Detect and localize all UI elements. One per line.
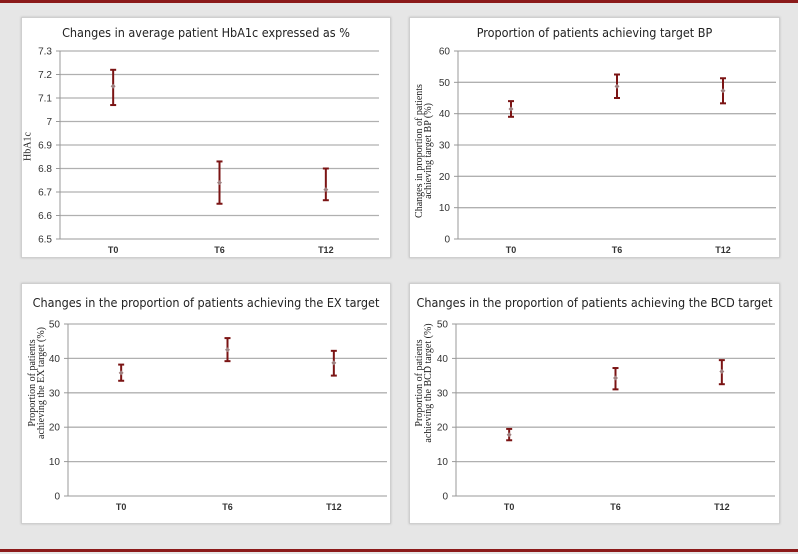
x-tick-label: T6 bbox=[214, 245, 225, 255]
data-point bbox=[508, 106, 514, 112]
y-tick-label: 50 bbox=[49, 320, 61, 331]
x-tick-label: T0 bbox=[506, 245, 517, 255]
y-tick-label: 40 bbox=[439, 109, 451, 120]
chart-title: Proportion of patients achieving target … bbox=[476, 25, 713, 40]
y-tick-label: 40 bbox=[49, 354, 61, 365]
data-point bbox=[225, 347, 230, 353]
y-tick-label: 30 bbox=[439, 141, 451, 152]
y-tick-label: 20 bbox=[437, 423, 449, 434]
x-tick-label: T0 bbox=[504, 502, 515, 512]
y-tick-label: 6.5 bbox=[38, 235, 52, 246]
y-tick-label: 10 bbox=[49, 457, 61, 468]
data-point bbox=[331, 360, 337, 366]
chart-title: Changes in average patient HbA1c express… bbox=[62, 25, 350, 40]
y-tick-label: 7.2 bbox=[38, 70, 52, 81]
data-point bbox=[217, 180, 222, 186]
y-tick-label: 0 bbox=[444, 235, 450, 246]
y-tick-label: 0 bbox=[442, 492, 448, 503]
data-point bbox=[614, 83, 620, 89]
x-tick-label: T0 bbox=[116, 502, 127, 512]
ex-chart-panel: Changes in the proportion of patients ac… bbox=[21, 283, 391, 524]
x-tick-label: T6 bbox=[610, 502, 621, 512]
y-tick-label: 0 bbox=[54, 492, 60, 503]
data-point bbox=[719, 368, 725, 374]
y-tick-label: 30 bbox=[437, 388, 449, 399]
x-tick-label: T6 bbox=[222, 502, 233, 512]
top-rule bbox=[0, 0, 798, 3]
x-tick-label: T12 bbox=[714, 502, 730, 512]
chart-plot: 0 10 20 30 40 50 60 T0 T6 T12 bbox=[439, 47, 776, 255]
y-tick-label: 6.6 bbox=[38, 211, 52, 222]
y-tick-label: 20 bbox=[439, 172, 451, 183]
y-tick-label: 6.9 bbox=[38, 141, 52, 152]
chart-plot: 6.5 6.6 6.7 6.8 6.9 7 7.1 7.2 7.3 T0 T6 T12 bbox=[38, 47, 379, 255]
y-tick-label: 6.8 bbox=[38, 164, 52, 175]
y-tick-label: 20 bbox=[49, 423, 61, 434]
x-tick-label: T12 bbox=[326, 502, 342, 512]
data-point bbox=[118, 370, 124, 376]
data-point bbox=[613, 375, 618, 381]
data-point bbox=[110, 83, 116, 89]
data-point bbox=[323, 187, 329, 193]
y-tick-label: 7.3 bbox=[38, 47, 52, 58]
hba1c-chart-panel: Changes in average patient HbA1c express… bbox=[21, 17, 391, 258]
x-tick-label: T12 bbox=[715, 245, 731, 255]
chart-plot: 0 10 20 30 40 50 T0 T6 T12 bbox=[437, 320, 775, 512]
chart-title: Changes in the proportion of patients ac… bbox=[32, 295, 380, 310]
chart-plot: 0 10 20 30 40 50 T0 T6 T12 bbox=[49, 320, 387, 512]
data-point bbox=[720, 88, 726, 94]
y-tick-label: 6.7 bbox=[38, 188, 52, 199]
y-tick-label: 10 bbox=[437, 457, 449, 468]
y-tick-label: 50 bbox=[437, 320, 449, 331]
y-tick-label: 10 bbox=[439, 203, 451, 214]
x-tick-label: T6 bbox=[612, 245, 623, 255]
x-tick-label: T12 bbox=[318, 245, 334, 255]
chart-title: Changes in the proportion of patients ac… bbox=[416, 295, 773, 310]
bottom-rule bbox=[0, 549, 798, 552]
y-tick-label: 40 bbox=[437, 354, 449, 365]
y-tick-label: 7.1 bbox=[38, 94, 52, 105]
bcd-chart-panel: Changes in the proportion of patients ac… bbox=[409, 283, 780, 524]
bp-chart-panel: Proportion of patients achieving target … bbox=[409, 17, 780, 258]
y-tick-label: 60 bbox=[439, 47, 451, 58]
y-tick-label: 30 bbox=[49, 388, 61, 399]
y-tick-label: 50 bbox=[439, 78, 451, 89]
y-tick-label: 7 bbox=[46, 117, 52, 128]
data-point bbox=[506, 432, 512, 438]
x-tick-label: T0 bbox=[108, 245, 119, 255]
